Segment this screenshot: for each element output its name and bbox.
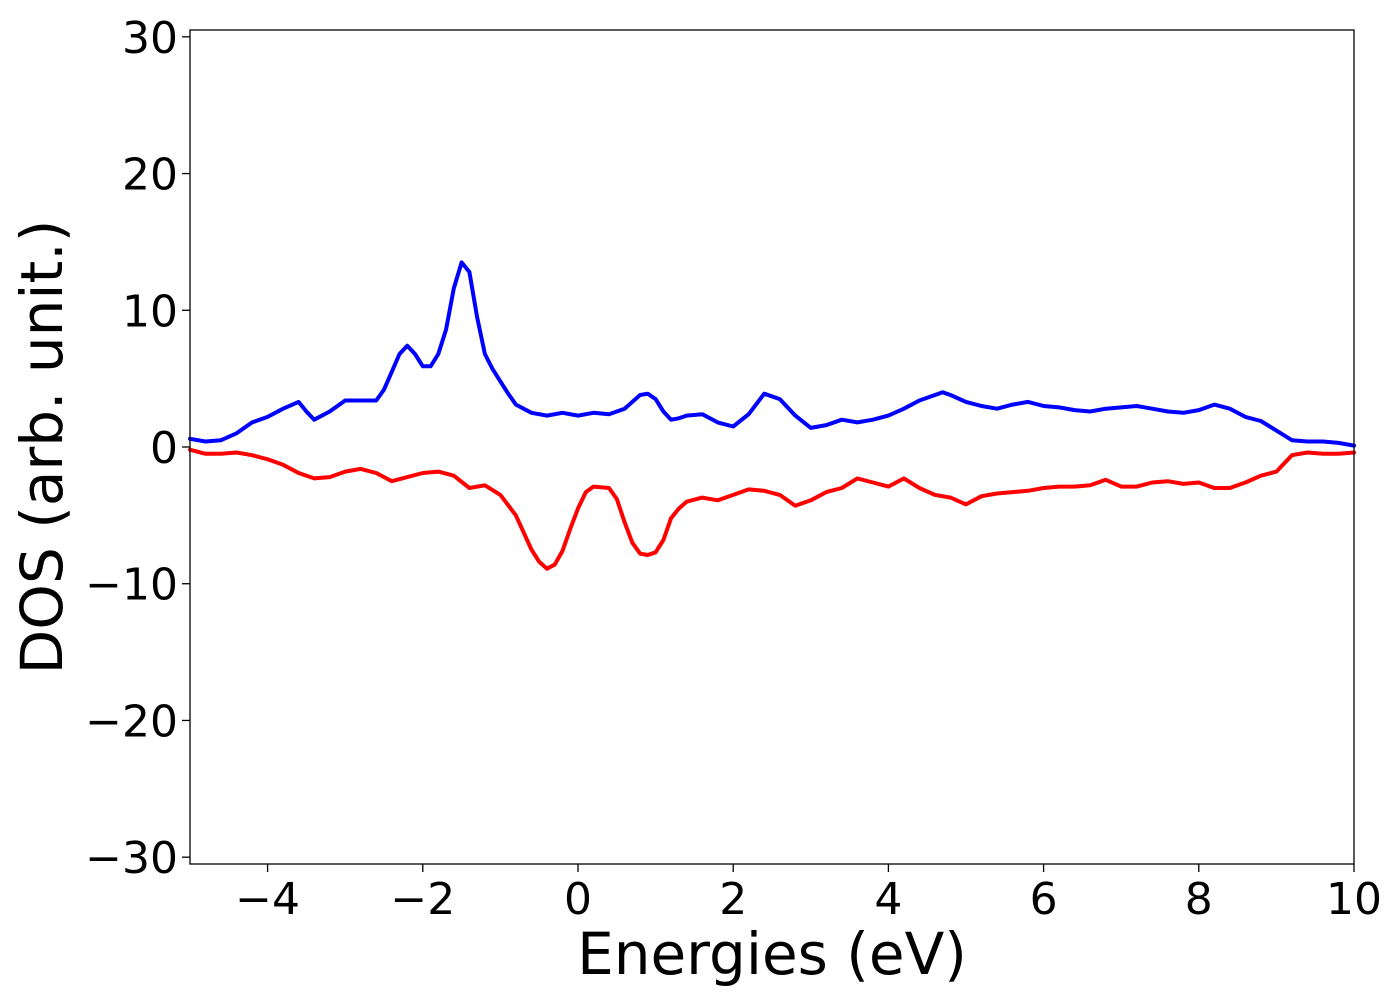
x-tick-label: 2: [719, 874, 747, 925]
y-axis-ticks: −30 −20 −10 0 10 20 30: [85, 13, 190, 884]
x-tick-label: 8: [1185, 874, 1213, 925]
y-tick-label: −10: [85, 560, 178, 611]
y-tick-label: 10: [122, 286, 178, 337]
y-tick-label: 0: [150, 423, 178, 474]
x-tick-label: 0: [564, 874, 592, 925]
x-axis-ticks: −4 −2 0 2 4 6 8 10: [235, 864, 1382, 925]
x-axis-label: Energies (eV): [577, 920, 967, 988]
x-tick-label: 6: [1030, 874, 1058, 925]
series-line-2: [188, 447, 1356, 571]
y-tick-label: −20: [85, 696, 178, 747]
series-lines: [188, 260, 1356, 571]
x-tick-label: 10: [1326, 874, 1382, 925]
y-tick-label: 30: [122, 13, 178, 64]
plot-frame: [189, 29, 1355, 865]
y-tick-label: 20: [122, 150, 178, 201]
y-tick-label: −30: [85, 833, 178, 884]
x-tick-label: −4: [235, 874, 300, 925]
y-axis-label: DOS (arb. unit.): [8, 220, 76, 675]
x-tick-label: 4: [874, 874, 902, 925]
series-line-1: [188, 260, 1356, 448]
x-tick-label: −2: [390, 874, 455, 925]
